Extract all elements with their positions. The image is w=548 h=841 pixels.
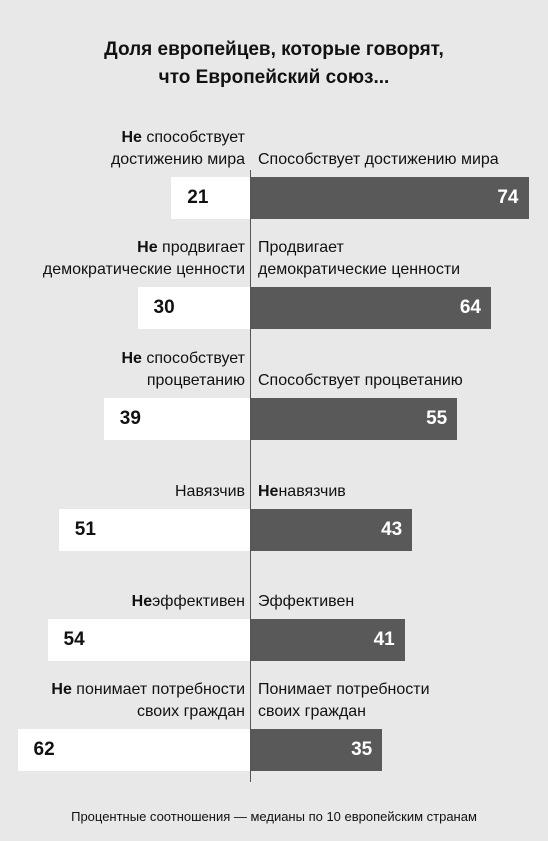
category-label-negative-prosperity: Не способствует процветанию — [121, 350, 245, 389]
value-label-positive-democracy: 64 — [459, 297, 481, 318]
category-label-negative-efficient: Неэффективен — [131, 593, 245, 610]
value-label-negative-peace: 21 — [187, 187, 209, 208]
bar-positive-efficient: 41 — [251, 619, 405, 661]
bar-negative-intrusive: 51 — [58, 509, 250, 551]
bar-positive-prosperity: 55 — [251, 398, 458, 440]
bar-positive-intrusive: 43 — [251, 509, 413, 551]
value-label-negative-prosperity: 39 — [119, 408, 141, 429]
category-label-negative-intrusive: Навязчив — [174, 483, 245, 500]
category-label-negative-understands: Не понимает потребности своих граждан — [51, 681, 245, 720]
category-label-negative-democracy: Не продвигает демократические ценности — [42, 239, 245, 278]
bar-negative-peace: 21 — [171, 177, 250, 219]
value-label-positive-peace: 74 — [497, 187, 519, 208]
value-label-positive-prosperity: 55 — [426, 408, 448, 429]
value-label-negative-understands: 62 — [33, 739, 55, 760]
value-label-negative-intrusive: 51 — [74, 519, 96, 540]
bar-negative-prosperity: 39 — [103, 398, 250, 440]
category-label-positive-prosperity: Способствует процветанию — [258, 372, 463, 389]
category-label-positive-democracy: Продвигает демократические ценности — [258, 239, 461, 278]
value-label-positive-understands: 35 — [351, 739, 373, 760]
chart-title: Доля европейцев, которые говорят, что Евр… — [104, 39, 444, 88]
center-axis-line — [250, 170, 251, 782]
value-label-negative-democracy: 30 — [153, 297, 175, 318]
bar-positive-democracy: 64 — [251, 287, 491, 329]
category-label-positive-understands: Понимает потребности своих граждан — [258, 681, 430, 720]
chart-footnote: Процентные соотношения — медианы по 10 е… — [71, 809, 477, 824]
value-label-positive-intrusive: 43 — [381, 519, 403, 540]
category-label-positive-peace: Способствует достижению мира — [258, 151, 499, 168]
bar-positive-understands: 35 — [251, 729, 383, 771]
category-label-positive-intrusive: Ненавязчив — [258, 483, 346, 500]
category-label-positive-efficient: Эффективен — [258, 593, 355, 610]
bar-negative-efficient: 54 — [47, 619, 250, 661]
value-label-positive-efficient: 41 — [373, 629, 395, 650]
bar-negative-democracy: 30 — [137, 287, 250, 329]
value-label-negative-efficient: 54 — [63, 629, 85, 650]
category-label-negative-peace: Не способствует достижению мира — [110, 129, 245, 168]
bar-positive-peace: 74 — [251, 177, 529, 219]
bar-negative-understands: 62 — [17, 729, 250, 771]
